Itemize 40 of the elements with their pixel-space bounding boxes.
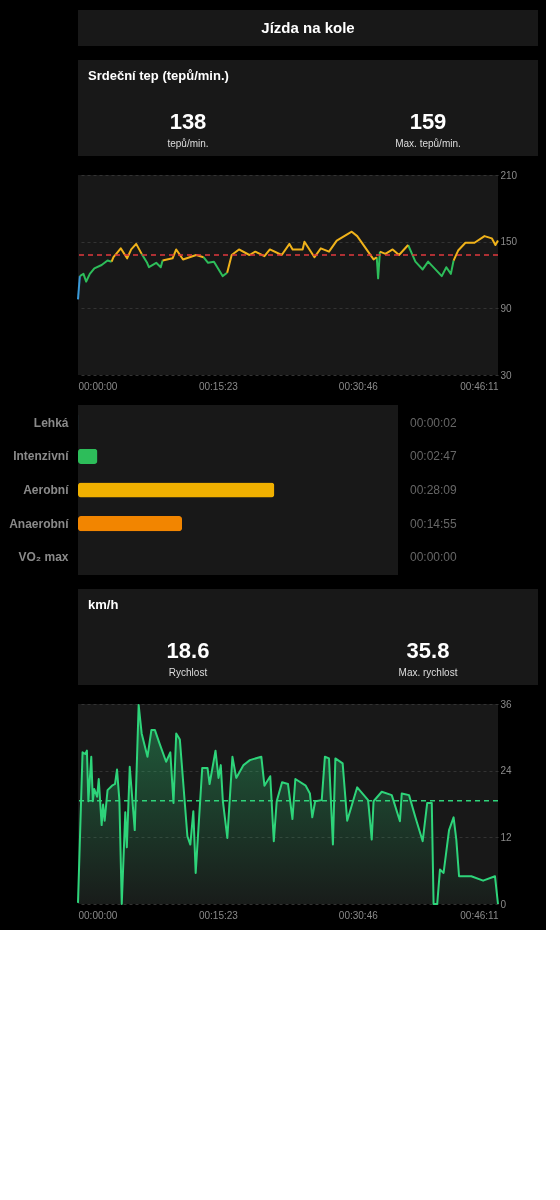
text: 159: [409, 109, 447, 134]
data-label: 00:00:00: [410, 550, 458, 565]
y-tick-label: 0: [500, 898, 507, 910]
x-tick-label: 00:46:11: [460, 380, 499, 392]
text: Jízda na kole: [261, 19, 355, 36]
y-tick-label: 150: [500, 236, 518, 248]
y-tick-label: Intenzivní: [13, 449, 70, 464]
text: Max. tepů/min.: [395, 138, 461, 149]
y-tick-label: 30: [500, 369, 513, 381]
data-label: 00:00:02: [410, 415, 458, 430]
x-tick-label: 00:30:46: [338, 380, 379, 392]
y-tick-label: 12: [500, 831, 513, 843]
y-tick-label: Anaerobní: [9, 516, 70, 531]
x-tick-label: 00:15:23: [198, 909, 239, 921]
y-tick-label: 24: [500, 765, 513, 777]
text: Rychlost: [168, 667, 208, 678]
text: 35.8: [406, 638, 450, 663]
bar: [78, 448, 98, 464]
x-tick-label: 00:00:00: [78, 909, 118, 921]
text: tepů/min.: [167, 138, 209, 149]
text: 138: [169, 109, 207, 134]
x-tick-label: 00:00:00: [78, 380, 118, 392]
chart-title: km/h: [88, 597, 119, 612]
data-label: 00:14:55: [410, 516, 458, 531]
chart-title: Srdeční tep (tepů/min.): [88, 68, 229, 83]
y-tick-label: Aerobní: [23, 483, 70, 497]
x-tick-label: 00:46:11: [460, 909, 499, 921]
x-tick-label: 00:15:23: [198, 380, 239, 392]
text: Max. rychlost: [398, 667, 458, 678]
data-label: 00:02:47: [410, 449, 458, 464]
y-tick-label: 210: [500, 169, 518, 181]
y-tick-label: Lehká: [33, 415, 69, 430]
bar: [78, 516, 183, 532]
y-tick-label: VO₂ max: [18, 550, 69, 565]
bar: [78, 482, 275, 498]
y-tick-label: 90: [500, 302, 513, 314]
data-label: 00:28:09: [410, 483, 458, 497]
y-tick-label: 36: [500, 698, 513, 710]
x-tick-label: 00:30:46: [338, 909, 379, 921]
text: 18.6: [166, 638, 210, 663]
